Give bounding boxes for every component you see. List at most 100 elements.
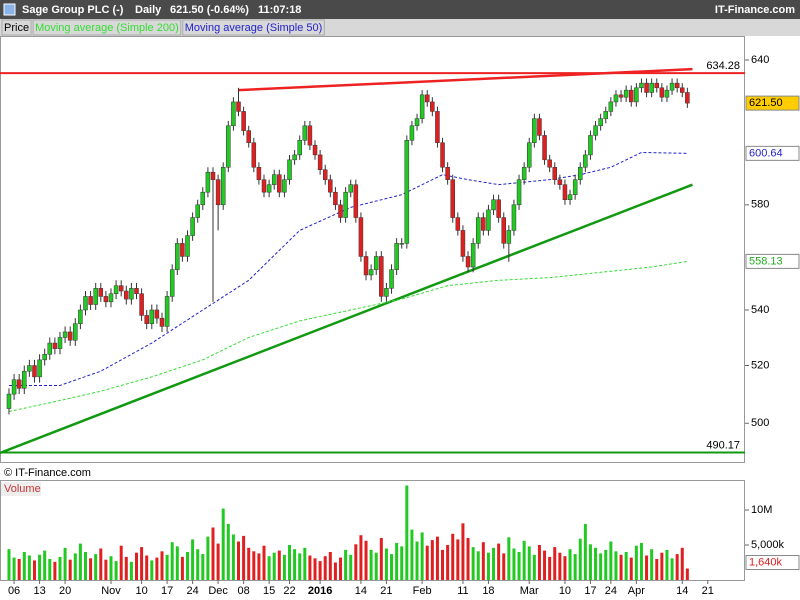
legend-box [32, 19, 182, 36]
volume-bar [242, 535, 246, 580]
moving-average [8, 151, 688, 386]
volume-bar [430, 540, 434, 580]
x-tick-label: 21 [380, 585, 392, 597]
volume-bar [548, 556, 552, 580]
legend-box [1, 19, 32, 36]
y-tick-label: 540 [751, 304, 769, 316]
volume-bar [374, 552, 378, 580]
volume-bar [400, 546, 404, 580]
candle-body [583, 154, 588, 168]
candle-body [669, 82, 675, 91]
volume-bar [99, 548, 103, 580]
candle-body [205, 171, 211, 193]
volume-bar [277, 550, 281, 580]
volume-bar [180, 556, 184, 580]
y-tick-label: 640 [751, 54, 769, 66]
volume-bar [415, 541, 419, 580]
title: Sage Group PLC (-) [22, 4, 124, 16]
candle-body [32, 365, 37, 378]
candle-body [521, 166, 527, 180]
x-tick-label: 10 [135, 585, 147, 597]
candle-body [282, 179, 287, 193]
candle-body [368, 269, 374, 276]
volume-bar [349, 554, 353, 580]
volume-bar [537, 545, 541, 580]
volume-bar [43, 550, 47, 580]
x-tick-label: 17 [584, 585, 596, 597]
volume-bar [288, 545, 292, 580]
x-tick-label: 15 [263, 585, 275, 597]
volume-bar [522, 540, 526, 580]
candle-body [226, 125, 231, 168]
volume-bar [558, 552, 562, 580]
volume-bar [410, 529, 414, 580]
candle-body [231, 101, 236, 127]
candle-body [557, 179, 563, 185]
volume-bar [231, 534, 235, 580]
volume-bar [247, 547, 251, 580]
candle-body [552, 166, 557, 180]
candle-body [93, 288, 98, 305]
candle-body [266, 184, 272, 193]
candle-body [103, 296, 109, 303]
time: 11:07:18 [258, 4, 301, 16]
volume-bar [22, 552, 26, 580]
candle-body [348, 184, 353, 193]
x-tick-label: 10 [559, 585, 571, 597]
volume-bar [599, 553, 603, 580]
candle-body [11, 379, 17, 395]
x-tick-label: 17 [161, 585, 173, 597]
candle-body [394, 243, 399, 270]
candle-body [144, 315, 149, 324]
volume-bar [104, 559, 108, 580]
candle-body [639, 82, 644, 89]
candle-body [338, 204, 343, 218]
candle-body [399, 243, 404, 245]
volume-bar [344, 549, 348, 580]
candle-body [52, 342, 58, 349]
volume-bar [226, 524, 230, 580]
candle-body [180, 243, 185, 257]
candle-body [220, 166, 226, 206]
x-tick-label: 11 [457, 585, 468, 597]
volume-bar [476, 551, 480, 580]
candle-body [118, 285, 124, 292]
x-tick-label: 20 [59, 585, 71, 597]
volume-bar [497, 543, 501, 580]
candle-body [333, 191, 338, 206]
candle-body [62, 331, 68, 338]
volume-bar [150, 560, 154, 580]
candle-body [57, 337, 63, 349]
volume-bar [532, 554, 536, 580]
volume-bar [578, 538, 582, 580]
value-box [745, 253, 800, 269]
candle-body [98, 288, 104, 297]
volume-panel [0, 480, 745, 581]
volume-bar [109, 556, 113, 580]
candle-body [445, 166, 450, 180]
x-tick-label: 08 [237, 585, 249, 597]
price-panel [0, 36, 745, 463]
candle-body [526, 142, 532, 168]
volume-bar [568, 549, 572, 580]
candle-body [384, 288, 389, 297]
volume-bar [282, 554, 286, 580]
volume-bar [32, 560, 36, 580]
volume-bar [583, 524, 587, 580]
volume-bar [685, 568, 689, 580]
volume-bar [298, 553, 302, 580]
volume-bar [512, 548, 516, 580]
candle-body [506, 230, 512, 244]
volume-bar [237, 541, 241, 580]
y-tick-label: 580 [751, 199, 769, 211]
candle-body [389, 269, 394, 289]
x-tick-label: Feb [413, 585, 432, 597]
candle-body [649, 82, 654, 93]
candle-body [562, 184, 568, 200]
candle-body [302, 125, 308, 141]
volume-tag [1, 482, 41, 496]
candle-body [256, 166, 262, 180]
level-label: 490.17 [706, 439, 740, 451]
volume-bar [303, 547, 307, 580]
volume-bar [206, 536, 210, 580]
